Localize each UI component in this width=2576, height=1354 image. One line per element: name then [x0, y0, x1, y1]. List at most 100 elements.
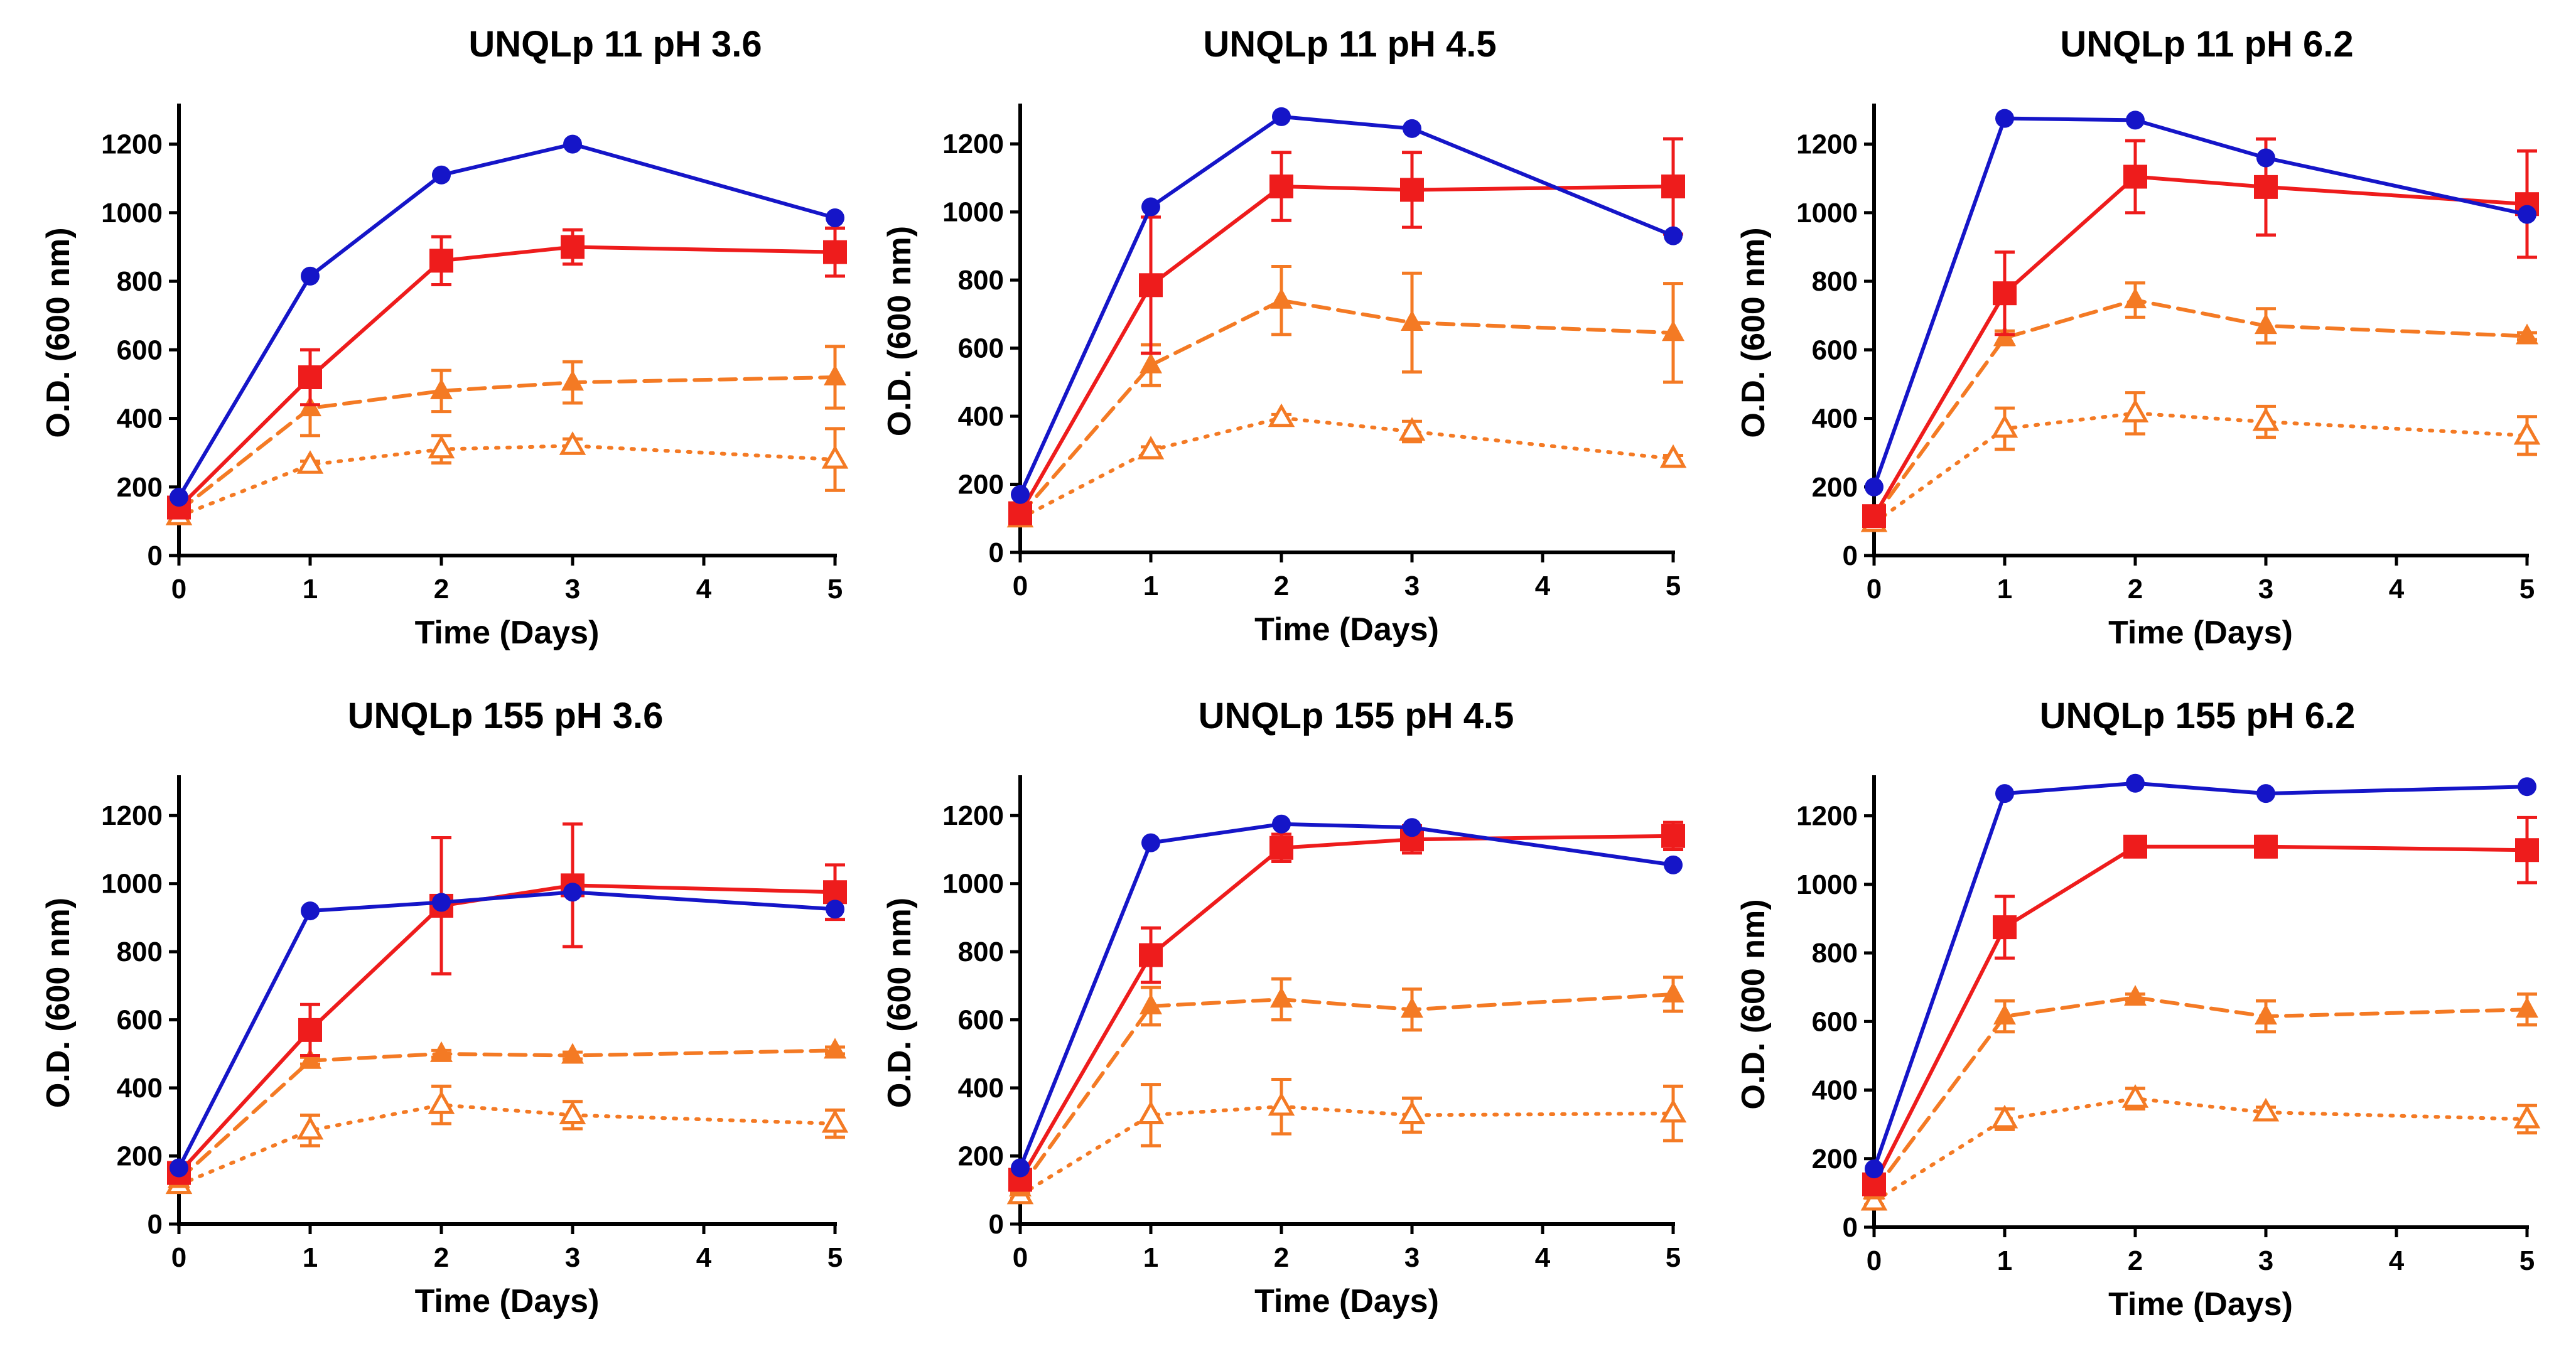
series-orange-filled-triangles	[1009, 264, 1684, 524]
y-tick-label: 1200	[1796, 129, 1858, 160]
y-axis-label: O.D. (600 nm)	[1735, 899, 1772, 1109]
x-tick-label: 2	[1274, 571, 1289, 601]
y-tick-label: 1000	[1796, 198, 1858, 228]
y-tick-label: 400	[958, 401, 1004, 432]
series-orange-open-triangles	[1006, 403, 1687, 528]
data-point-triangle-open	[2252, 1097, 2280, 1122]
y-tick-label: 200	[117, 472, 163, 503]
data-point-square	[1400, 178, 1424, 202]
data-point-triangle-open	[1659, 1099, 1687, 1123]
y-tick-label: 800	[117, 937, 163, 967]
series-line-orange-open-triangles	[1872, 1097, 2529, 1204]
y-tick-label: 600	[958, 1005, 1004, 1036]
y-tick-label: 200	[958, 1141, 1004, 1172]
y-tick-label: 800	[117, 266, 163, 297]
y-tick-label: 200	[958, 470, 1004, 500]
data-point-triangle-filled	[299, 1048, 321, 1069]
series-line-orange-open-triangles	[177, 444, 837, 518]
data-point-triangle-open	[296, 1115, 324, 1140]
series-line-orange-open-triangles	[1018, 416, 1675, 520]
data-point-triangle-open	[559, 1100, 586, 1124]
data-point-square	[1008, 501, 1032, 525]
data-point-square	[1139, 273, 1163, 298]
y-tick-label: 800	[1812, 266, 1858, 297]
y-tick-label: 0	[148, 1209, 163, 1240]
series-red-squares	[1008, 820, 1685, 1192]
series-orange-open-triangles	[165, 1084, 849, 1195]
y-tick-label: 800	[1812, 938, 1858, 969]
y-tick-label: 600	[117, 335, 163, 365]
data-point-triangle-filled	[1662, 981, 1684, 1002]
data-point-circle	[432, 165, 451, 185]
x-tick-label: 4	[1535, 571, 1551, 601]
x-tick-label: 1	[303, 1242, 318, 1273]
y-axis-label: O.D. (600 nm)	[40, 227, 77, 438]
x-axis-label: Time (Days)	[2108, 615, 2293, 651]
data-point-square	[2515, 838, 2539, 862]
x-tick-label: 5	[2519, 1245, 2535, 1276]
data-point-triangle-filled	[430, 1041, 453, 1062]
y-tick-label: 1200	[942, 800, 1004, 831]
series-line-red-squares	[177, 883, 837, 1175]
series-line-red-squares	[177, 245, 837, 510]
data-point-triangle-filled	[1270, 287, 1293, 309]
x-axis-label: Time (Days)	[2108, 1286, 2293, 1323]
x-tick-label: 4	[696, 1242, 712, 1273]
x-axis-label: Time (Days)	[415, 615, 600, 651]
y-tick-label: 400	[958, 1073, 1004, 1104]
data-point-circle	[563, 883, 582, 902]
series-orange-filled-triangles	[1863, 985, 2538, 1200]
data-point-square	[2254, 175, 2278, 199]
x-tick-label: 2	[2128, 1245, 2143, 1276]
x-tick-label: 1	[1997, 574, 2012, 604]
series-red-squares	[167, 226, 847, 520]
data-point-circle	[1011, 1158, 1030, 1178]
chart-panel-6: UNQLp 155 pH 6.2 0 200 400 600 800 1000 1200 0 1 2…	[1735, 696, 2541, 1323]
series-orange-open-triangles	[165, 427, 849, 525]
data-point-triangle-filled	[1401, 309, 1423, 331]
y-tick-label: 1200	[942, 129, 1004, 159]
x-axis-label: Time (Days)	[1254, 611, 1439, 648]
y-tick-label: 1000	[101, 869, 163, 900]
series-line-orange-filled-triangles	[1872, 298, 2529, 520]
data-point-circle	[1272, 814, 1291, 834]
data-point-circle	[432, 893, 451, 912]
data-point-circle	[2256, 784, 2275, 803]
x-tick-label: 5	[827, 1242, 843, 1273]
chart-panel-5: UNQLp 155 pH 4.5 0 200 400 600 800 1000 1200 0 1 2…	[881, 696, 1687, 1319]
series-line-orange-filled-triangles	[177, 1048, 837, 1182]
x-tick-label: 4	[2389, 574, 2405, 604]
data-point-circle	[1865, 477, 1883, 497]
chart-panel-2: UNQLp 11 pH 4.5 0 200 400 600 800 1000 1200 0 1 2 3…	[881, 24, 1687, 648]
series-orange-open-triangles	[1860, 1084, 2541, 1211]
y-tick-label: 200	[117, 1141, 163, 1172]
data-point-square	[429, 249, 453, 273]
chart-panel-1: UNQLp 11 pH 3.6 0 200 400 600 800 1000 1200 0 1 2 3…	[40, 24, 849, 651]
series-line-orange-open-triangles	[1018, 1104, 1675, 1197]
data-point-circle	[1403, 818, 1421, 837]
data-point-circle	[1272, 107, 1291, 126]
y-tick-label: 1000	[942, 869, 1004, 900]
data-point-triangle-filled	[2124, 985, 2147, 1006]
data-point-triangle-filled	[2255, 313, 2277, 335]
data-point-square	[2123, 834, 2147, 859]
series-blue-circles	[1865, 773, 2536, 1179]
y-tick-label: 600	[1812, 1006, 1858, 1037]
x-tick-label: 5	[2519, 574, 2535, 604]
series-line-blue-circles	[177, 142, 837, 500]
x-tick-label: 0	[1867, 574, 1882, 604]
series-line-orange-open-triangles	[1872, 411, 2529, 525]
y-tick-label: 200	[1812, 472, 1858, 503]
series-blue-circles	[170, 883, 844, 1178]
y-tick-label: 400	[1812, 404, 1858, 434]
series-line-blue-circles	[177, 890, 837, 1170]
data-point-square	[1993, 281, 2017, 306]
y-tick-label: 1000	[101, 198, 163, 228]
data-point-triangle-filled	[1993, 1004, 2016, 1025]
data-point-square	[2254, 834, 2278, 859]
data-point-triangle-open	[2121, 399, 2149, 422]
data-point-triangle-open	[2513, 421, 2541, 445]
y-tick-label: 800	[958, 265, 1004, 296]
chart-title: UNQLp 11 pH 4.5	[1203, 24, 1496, 65]
data-point-circle	[2518, 205, 2536, 224]
